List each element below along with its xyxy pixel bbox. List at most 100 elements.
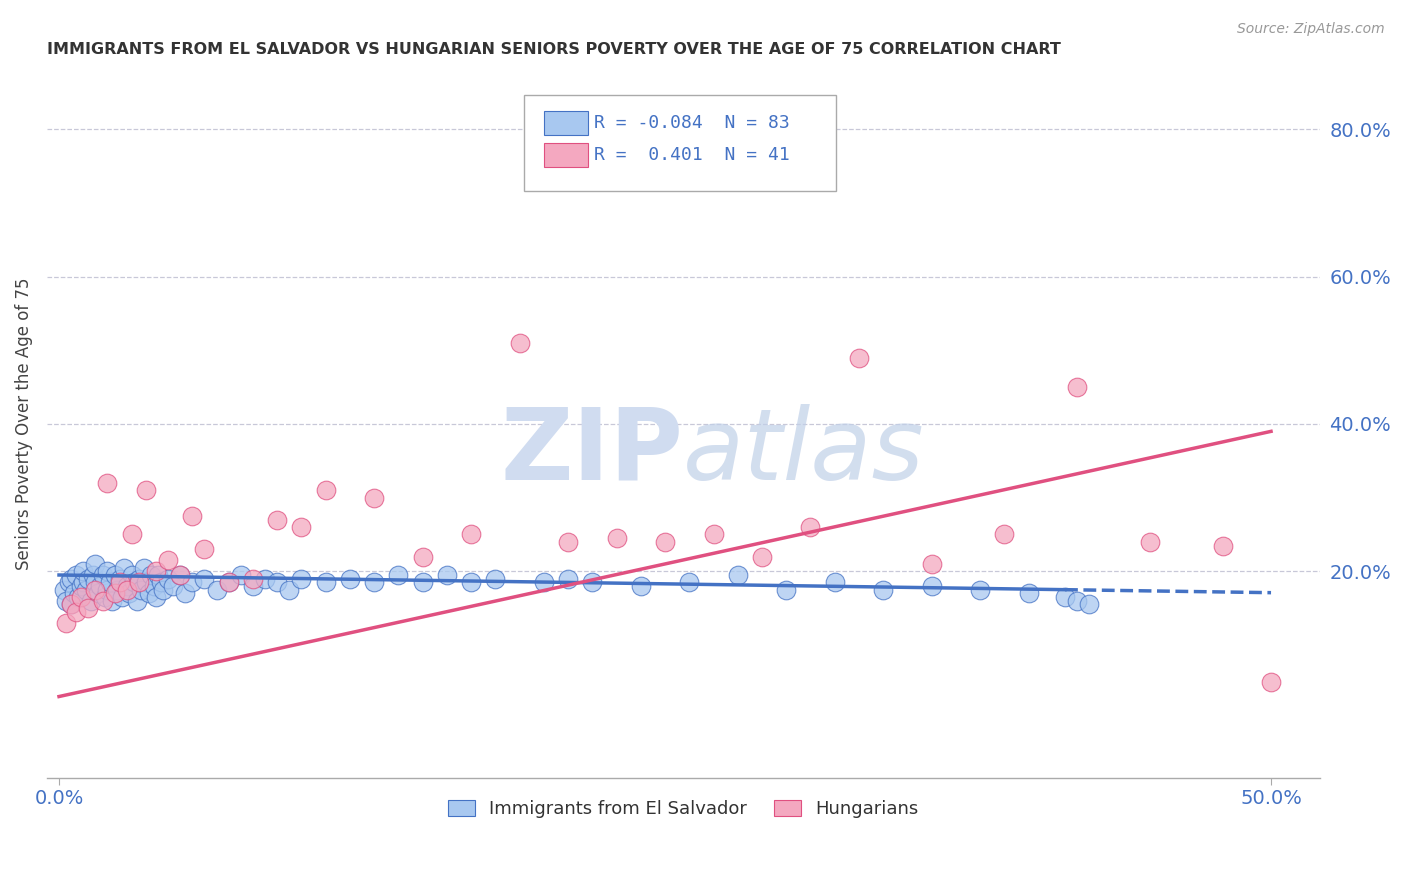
Point (65, 568, 87, 582)
Text: atlas: atlas (683, 404, 925, 500)
Point (412, 549, 434, 564)
Point (848, 351, 870, 365)
Point (104, 586, 127, 600)
Point (315, 575, 337, 590)
Point (114, 560, 136, 574)
Point (149, 575, 172, 590)
Point (125, 594, 148, 608)
Point (157, 572, 180, 586)
Point (142, 579, 165, 593)
Point (108, 575, 131, 590)
Point (122, 575, 145, 590)
FancyBboxPatch shape (544, 144, 588, 168)
Point (205, 582, 228, 597)
FancyBboxPatch shape (544, 112, 588, 136)
Point (84, 582, 107, 597)
Point (727, 568, 749, 582)
Point (181, 575, 204, 590)
Point (87, 586, 110, 600)
Point (96, 582, 118, 597)
Text: R = -0.084  N = 83: R = -0.084 N = 83 (595, 114, 790, 132)
Point (266, 513, 288, 527)
Point (872, 582, 894, 597)
Text: R =  0.401  N = 41: R = 0.401 N = 41 (595, 146, 790, 164)
Point (799, 520, 821, 534)
Point (775, 582, 797, 597)
Point (108, 572, 131, 586)
Point (91, 594, 114, 608)
Point (1018, 586, 1040, 600)
Point (145, 564, 167, 578)
Point (69, 590, 91, 604)
Point (678, 575, 700, 590)
Point (72, 564, 94, 578)
Point (72, 575, 94, 590)
Point (242, 579, 264, 593)
Point (436, 568, 458, 582)
Point (96, 475, 118, 490)
Point (363, 491, 385, 505)
Point (266, 575, 288, 590)
Point (55, 594, 77, 608)
Point (363, 575, 385, 590)
Point (993, 527, 1015, 541)
Point (77, 601, 100, 615)
Text: Source: ZipAtlas.com: Source: ZipAtlas.com (1237, 22, 1385, 37)
Point (96, 564, 118, 578)
Point (181, 509, 204, 524)
Point (162, 579, 184, 593)
Point (79, 594, 101, 608)
Point (60, 598, 83, 612)
Point (115, 582, 138, 597)
Point (105, 582, 128, 597)
Point (1139, 534, 1161, 549)
Text: IMMIGRANTS FROM EL SALVADOR VS HUNGARIAN SENIORS POVERTY OVER THE AGE OF 75 CORR: IMMIGRANTS FROM EL SALVADOR VS HUNGARIAN… (46, 42, 1060, 57)
Point (152, 582, 174, 597)
Point (460, 575, 482, 590)
Point (702, 527, 724, 541)
Point (98, 575, 121, 590)
Point (387, 568, 409, 582)
Point (157, 553, 180, 567)
Point (101, 594, 124, 608)
Point (84, 575, 107, 590)
Point (131, 582, 153, 597)
Point (412, 575, 434, 590)
Point (1066, 594, 1088, 608)
Point (82, 568, 104, 582)
Point (75, 582, 97, 597)
Point (58, 575, 80, 590)
Point (174, 586, 197, 600)
Point (132, 560, 155, 574)
Point (254, 572, 277, 586)
Point (1078, 598, 1101, 612)
Point (111, 590, 134, 604)
Point (557, 534, 579, 549)
Point (139, 568, 162, 582)
Y-axis label: Seniors Poverty Over the Age of 75: Seniors Poverty Over the Age of 75 (15, 277, 32, 570)
Point (169, 568, 191, 582)
Point (115, 579, 138, 593)
Point (654, 534, 676, 549)
Point (606, 531, 628, 545)
Point (121, 568, 143, 582)
Point (145, 590, 167, 604)
Point (290, 572, 312, 586)
Point (581, 575, 603, 590)
Point (135, 575, 157, 590)
Point (1053, 590, 1076, 604)
Point (89, 579, 111, 593)
Point (193, 572, 215, 586)
Point (218, 575, 240, 590)
Point (315, 483, 337, 498)
Point (84, 557, 107, 571)
Point (969, 582, 991, 597)
Point (921, 557, 943, 571)
Point (921, 579, 943, 593)
Point (229, 568, 252, 582)
Point (121, 527, 143, 541)
Point (62, 586, 84, 600)
Point (128, 572, 150, 586)
Point (460, 527, 482, 541)
Point (104, 568, 127, 582)
